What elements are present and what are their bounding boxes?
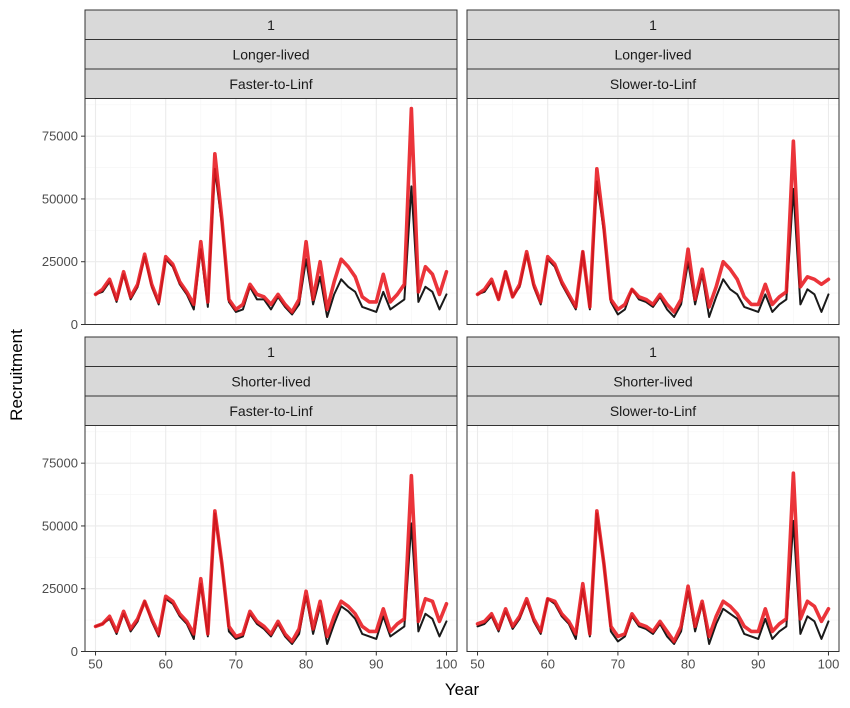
panel-border <box>84 98 458 325</box>
facet-strip-label: 1 <box>267 344 275 360</box>
series-line-red <box>475 139 831 314</box>
x-tick-label: 90 <box>751 657 765 672</box>
facet-strip-label: Longer-lived <box>232 46 309 62</box>
y-tick-label: 50000 <box>42 518 78 533</box>
facet-strip <box>84 336 458 367</box>
x-tick-label: 50 <box>470 657 484 672</box>
x-tick-label: 80 <box>299 657 313 672</box>
facet-strip-label: Faster-to-Linf <box>229 403 312 419</box>
x-tick-label: 70 <box>229 657 243 672</box>
x-tick-label: 60 <box>158 657 172 672</box>
facet-strip <box>84 9 458 40</box>
facet-strip-label: Slower-to-Linf <box>610 403 696 419</box>
facet-panel: 1 Longer-lived Faster-to-Linf 0 25000 50000 75… <box>42 9 458 332</box>
y-tick-label: 25000 <box>42 254 78 269</box>
facet-strip-label: Slower-to-Linf <box>610 76 696 92</box>
facet-strip <box>466 336 840 367</box>
facet-panel: 1 Longer-lived Slower-to-Linf <box>466 9 840 326</box>
facet-strip <box>466 68 840 99</box>
facet-strip <box>84 68 458 99</box>
y-tick-label: 50000 <box>42 191 78 206</box>
y-tick-label: 0 <box>71 317 78 332</box>
x-tick-label: 50 <box>88 657 102 672</box>
facet-strip-label: Shorter-lived <box>613 373 692 389</box>
facet-strip <box>466 39 840 70</box>
facet-strip <box>84 39 458 70</box>
x-axis-title: Year <box>445 680 480 699</box>
panel-border <box>84 425 458 652</box>
x-tick-label: 100 <box>436 657 458 672</box>
panel-border <box>466 98 840 325</box>
y-tick-label: 75000 <box>42 456 78 471</box>
x-tick-label: 80 <box>681 657 695 672</box>
facet-panel: 1 Shorter-lived Faster-to-Linf 0 25000 50000 7… <box>42 336 458 672</box>
y-axis-title: Recruitment <box>7 329 26 421</box>
y-tick-label: 25000 <box>42 581 78 596</box>
series-line-red <box>93 473 449 644</box>
series-line-red <box>475 471 831 644</box>
x-tick-label: 100 <box>818 657 840 672</box>
facet-strip-label: 1 <box>267 17 275 33</box>
y-tick-label: 75000 <box>42 129 78 144</box>
facet-strip-label: 1 <box>649 344 657 360</box>
facet-strip <box>84 366 458 397</box>
facet-strip-label: Shorter-lived <box>231 373 310 389</box>
facet-panel: 1 Shorter-lived Slower-to-Linf 50 60 70 80 90 10… <box>466 336 840 672</box>
facet-strip <box>466 9 840 40</box>
x-tick-label: 70 <box>611 657 625 672</box>
facet-strip-label: 1 <box>649 17 657 33</box>
facet-strip-label: Longer-lived <box>614 46 691 62</box>
series-line-red <box>93 106 449 314</box>
facet-strip-label: Faster-to-Linf <box>229 76 312 92</box>
x-tick-label: 90 <box>369 657 383 672</box>
panel-border <box>466 425 840 652</box>
y-tick-label: 0 <box>71 644 78 659</box>
x-tick-label: 60 <box>540 657 554 672</box>
